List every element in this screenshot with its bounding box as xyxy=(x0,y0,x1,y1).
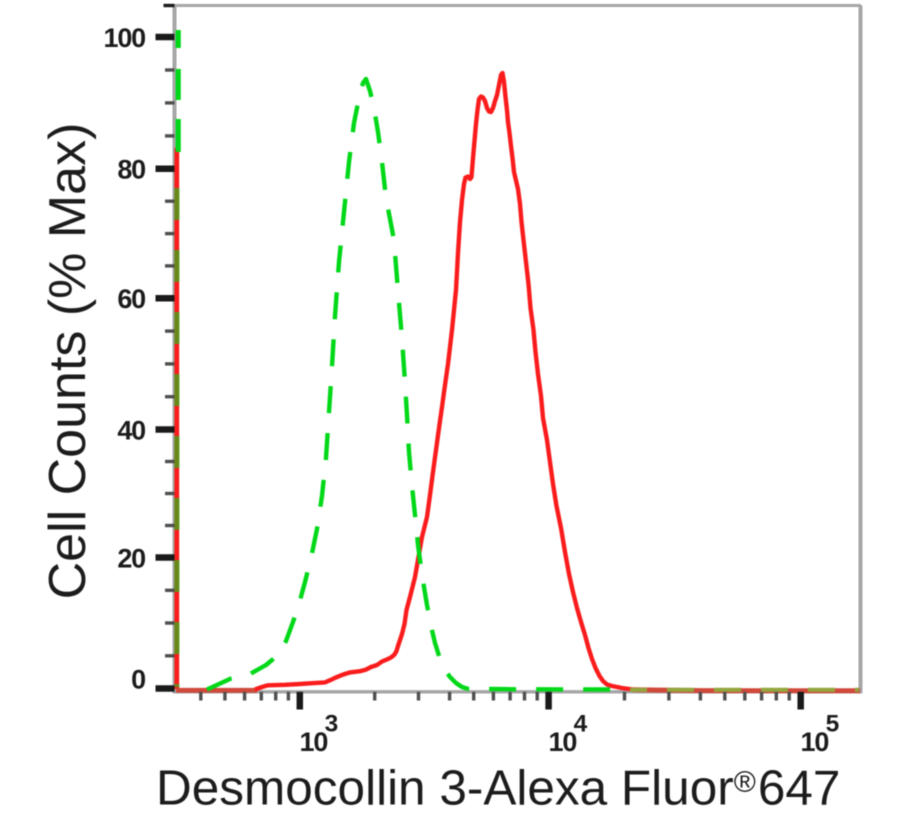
svg-text:100: 100 xyxy=(104,23,146,53)
svg-text:104: 104 xyxy=(549,711,588,758)
svg-text:80: 80 xyxy=(117,155,145,185)
svg-text:0: 0 xyxy=(131,664,145,694)
svg-text:20: 20 xyxy=(117,543,145,573)
svg-text:60: 60 xyxy=(117,284,145,314)
svg-text:103: 103 xyxy=(300,711,338,758)
svg-text:40: 40 xyxy=(117,415,145,445)
svg-text:Desmocollin 3-Alexa Fluor®647: Desmocollin 3-Alexa Fluor®647 xyxy=(156,761,840,816)
svg-text:Cell Counts (% Max): Cell Counts (% Max) xyxy=(39,123,97,600)
svg-text:105: 105 xyxy=(801,711,839,758)
